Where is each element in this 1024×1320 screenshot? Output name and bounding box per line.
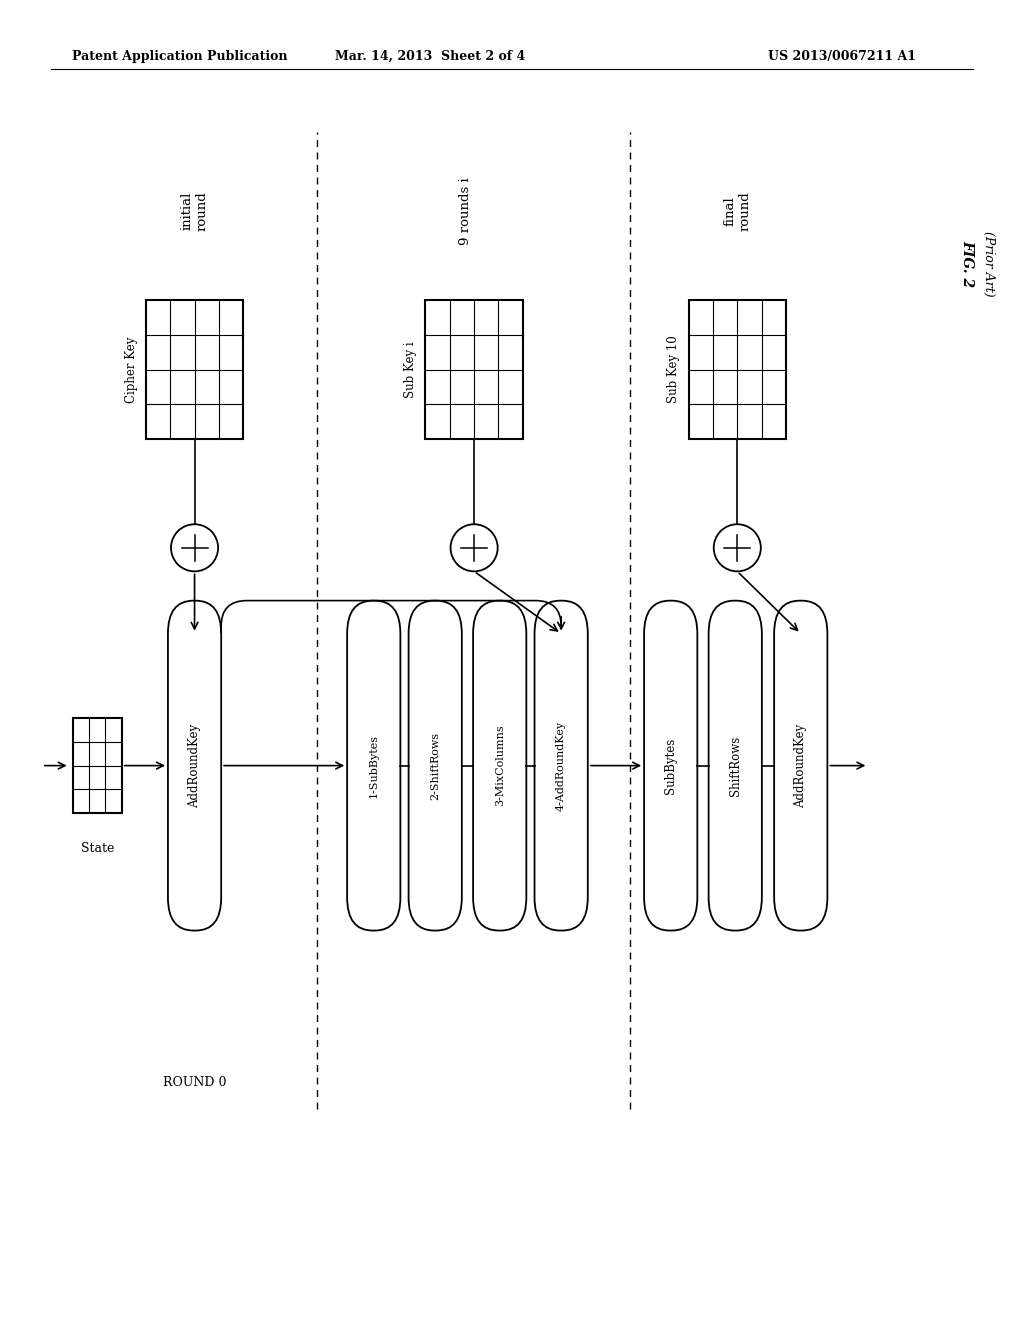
Text: AddRoundKey: AddRoundKey [188, 723, 201, 808]
Text: Cipher Key: Cipher Key [125, 337, 137, 403]
FancyBboxPatch shape [409, 601, 462, 931]
Text: Patent Application Publication: Patent Application Publication [72, 50, 287, 63]
Text: AddRoundKey: AddRoundKey [795, 723, 807, 808]
FancyBboxPatch shape [688, 301, 786, 438]
Text: ROUND 0: ROUND 0 [163, 1076, 226, 1089]
Text: 9 rounds i: 9 rounds i [460, 177, 472, 246]
FancyBboxPatch shape [535, 601, 588, 931]
Text: State: State [81, 842, 114, 855]
Text: 2-ShiftRows: 2-ShiftRows [430, 731, 440, 800]
Text: US 2013/0067211 A1: US 2013/0067211 A1 [768, 50, 916, 63]
FancyBboxPatch shape [73, 718, 122, 813]
Text: SubBytes: SubBytes [665, 738, 677, 793]
FancyBboxPatch shape [426, 301, 523, 438]
Text: (Prior Art): (Prior Art) [982, 231, 994, 297]
FancyBboxPatch shape [146, 301, 244, 438]
FancyBboxPatch shape [644, 601, 697, 931]
Text: Mar. 14, 2013  Sheet 2 of 4: Mar. 14, 2013 Sheet 2 of 4 [335, 50, 525, 63]
Text: Sub Key i: Sub Key i [404, 342, 418, 397]
Text: 4-AddRoundKey: 4-AddRoundKey [556, 721, 566, 810]
Text: 3-MixColumns: 3-MixColumns [495, 725, 505, 807]
Text: FIG. 2: FIG. 2 [961, 240, 975, 288]
FancyBboxPatch shape [168, 601, 221, 931]
Text: 1-SubBytes: 1-SubBytes [369, 734, 379, 797]
FancyBboxPatch shape [473, 601, 526, 931]
FancyBboxPatch shape [347, 601, 400, 931]
Text: Sub Key 10: Sub Key 10 [668, 335, 680, 404]
Text: initial
round: initial round [180, 191, 209, 231]
FancyBboxPatch shape [774, 601, 827, 931]
Text: final
round: final round [723, 191, 752, 231]
Text: ShiftRows: ShiftRows [729, 735, 741, 796]
FancyBboxPatch shape [709, 601, 762, 931]
